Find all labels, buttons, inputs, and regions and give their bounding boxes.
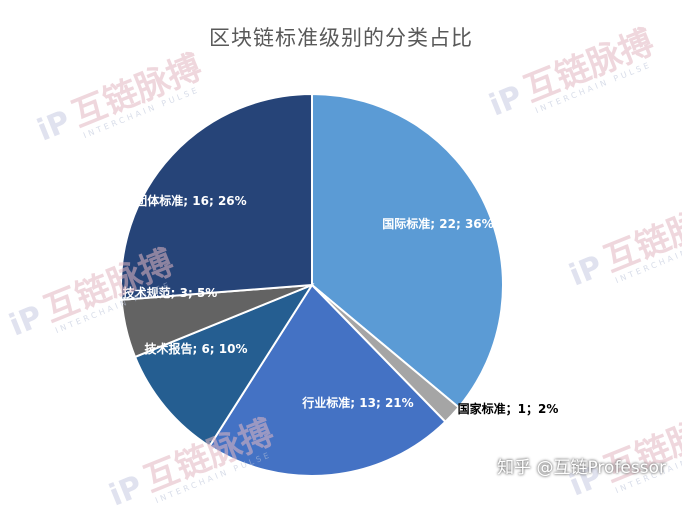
pie-slice-6	[120, 92, 313, 301]
pie-data-label-3: 行业标准; 13; 21%	[301, 395, 413, 410]
pie-data-label-2: 国家标准；1；2%	[458, 401, 559, 416]
pie-slice-1	[311, 92, 504, 409]
pie-data-label-1: 国际标准; 22; 36%	[382, 216, 493, 231]
pie-slice-3	[208, 283, 447, 477]
pie-data-label-4: 技术报告; 6; 10%	[144, 341, 247, 356]
footer-credit: 知乎 @互链Professor	[497, 458, 666, 478]
pie-data-label-6: 团体标准; 16; 26%	[135, 193, 246, 208]
pie-data-label-5: 技术规范; 3; 5%	[123, 285, 218, 300]
chart-title: 区块链标准级别的分类占比	[209, 26, 473, 50]
pie-slice-4	[133, 282, 315, 448]
pie-chart: 国际标准; 22; 36% 国家标准；1；2% 行业标准; 13; 21% 技术报告;…	[120, 92, 559, 477]
